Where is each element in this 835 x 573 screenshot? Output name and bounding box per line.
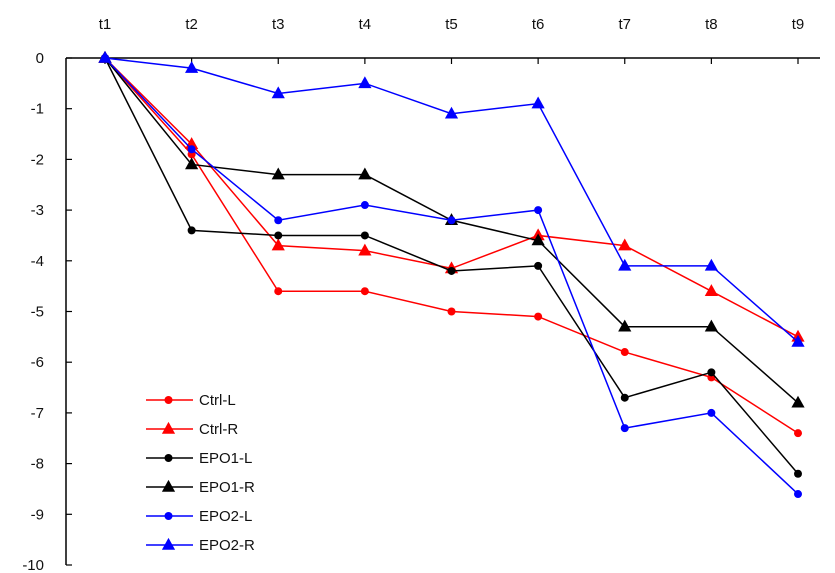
series-line-epo2-r	[104, 57, 799, 343]
data-point-epo1-l	[447, 266, 456, 275]
x-tick-label: t5	[445, 16, 458, 33]
legend-label: EPO1-L	[199, 450, 252, 467]
data-point-epo2-r	[185, 61, 199, 73]
data-point-epo2-l	[534, 206, 543, 215]
data-point-ctrl-l	[794, 429, 802, 438]
data-point-ctrl-r	[618, 238, 632, 251]
data-point-epo2-l	[187, 145, 196, 154]
data-point-epo1-r	[271, 167, 285, 180]
data-point-ctrl-l	[274, 287, 283, 296]
data-point-epo2-r	[98, 50, 112, 63]
data-point-epo1-r	[358, 167, 372, 180]
legend-item-ctrl-r: Ctrl-R	[146, 421, 238, 438]
data-point-epo2-l	[360, 201, 369, 210]
x-tick-label: t8	[705, 16, 718, 33]
data-point-epo2-l	[274, 216, 283, 225]
y-tick-label: -4	[31, 253, 44, 270]
data-point-ctrl-l	[620, 348, 629, 357]
data-point-epo1-l	[187, 226, 196, 235]
data-point-epo1-r	[618, 319, 632, 332]
legend-item-epo2-r: EPO2-R	[146, 537, 255, 554]
data-point-epo2-r	[531, 96, 545, 109]
legend-item-epo2-l: EPO2-L	[146, 508, 252, 525]
series-epo1-r	[98, 50, 805, 408]
data-point-ctrl-r	[358, 243, 372, 256]
data-point-epo2-r	[358, 76, 372, 89]
data-point-ctrl-l	[534, 312, 543, 321]
legend-label: EPO2-R	[199, 537, 255, 554]
x-tick-label: t1	[99, 16, 112, 33]
legend-item-ctrl-l: Ctrl-L	[146, 392, 236, 409]
y-tick-label: -5	[31, 304, 44, 321]
data-point-epo2-r	[791, 334, 805, 347]
series-layer	[98, 50, 805, 499]
legend-marker	[161, 537, 176, 550]
legend-item-epo1-r: EPO1-R	[146, 479, 255, 496]
legend-marker	[164, 512, 173, 520]
legend-label: Ctrl-R	[199, 421, 238, 438]
x-tick-label: t3	[272, 16, 285, 33]
series-ctrl-r	[98, 50, 805, 342]
legend-marker	[161, 421, 176, 434]
legend-label: EPO2-L	[199, 508, 252, 525]
x-tick-label: t6	[532, 16, 545, 33]
data-point-ctrl-l	[360, 287, 369, 296]
data-point-epo1-l	[534, 261, 543, 270]
legend-item-epo1-l: EPO1-L	[146, 450, 252, 467]
y-tick-label: 0	[36, 50, 44, 67]
x-tick-label: t7	[618, 16, 631, 33]
legend-label: EPO1-R	[199, 479, 255, 496]
data-point-epo2-l	[620, 424, 629, 433]
y-tick-label: -3	[31, 202, 44, 219]
data-point-epo1-l	[707, 368, 716, 377]
axes: 0 -1 -2 -3 -4 -5 -6 -7 -8 -9 -10 t1 t2 t3 t4 t5 t6 t7 t8 t9	[22, 16, 820, 573]
data-point-epo1-r	[531, 233, 545, 246]
data-point-epo1-l	[620, 393, 629, 402]
x-tick-label: t4	[359, 16, 372, 33]
data-point-epo2-l	[447, 216, 456, 225]
y-tick-label: -6	[31, 354, 44, 371]
series-epo1-l	[101, 54, 802, 478]
data-point-epo1-l	[274, 231, 283, 240]
legend-marker	[164, 396, 173, 404]
series-line-ctrl-r	[104, 57, 799, 338]
data-point-epo2-r	[704, 258, 718, 271]
legend-marker	[164, 454, 173, 462]
data-point-epo1-l	[360, 231, 369, 240]
data-point-epo2-l	[707, 408, 716, 417]
data-point-ctrl-l	[447, 307, 456, 316]
legend-label: Ctrl-L	[199, 392, 236, 409]
y-tick-label: -10	[22, 557, 44, 573]
data-point-epo1-r	[704, 319, 718, 332]
y-tick-label: -2	[31, 151, 44, 168]
data-point-epo2-r	[444, 106, 459, 119]
data-point-epo1-r	[185, 157, 199, 170]
legend-marker	[161, 479, 176, 492]
y-tick-label: -1	[31, 101, 44, 118]
y-tick-label: -8	[31, 456, 44, 473]
x-tick-label: t2	[185, 16, 198, 33]
data-point-epo2-r	[271, 86, 285, 99]
legend: Ctrl-L Ctrl-R EPO1-L EPO1-R EPO2-L EPO2-R	[146, 392, 255, 554]
y-tick-label: -9	[31, 506, 44, 523]
data-point-epo2-r	[618, 258, 632, 271]
series-epo2-r	[98, 50, 805, 347]
data-point-epo2-l	[794, 490, 802, 499]
data-point-epo1-r	[791, 395, 805, 408]
y-tick-label: -7	[31, 405, 44, 422]
data-point-ctrl-r	[271, 238, 285, 251]
data-point-ctrl-r	[704, 284, 718, 297]
data-point-epo1-l	[794, 469, 802, 478]
x-tick-label: t9	[792, 16, 805, 33]
